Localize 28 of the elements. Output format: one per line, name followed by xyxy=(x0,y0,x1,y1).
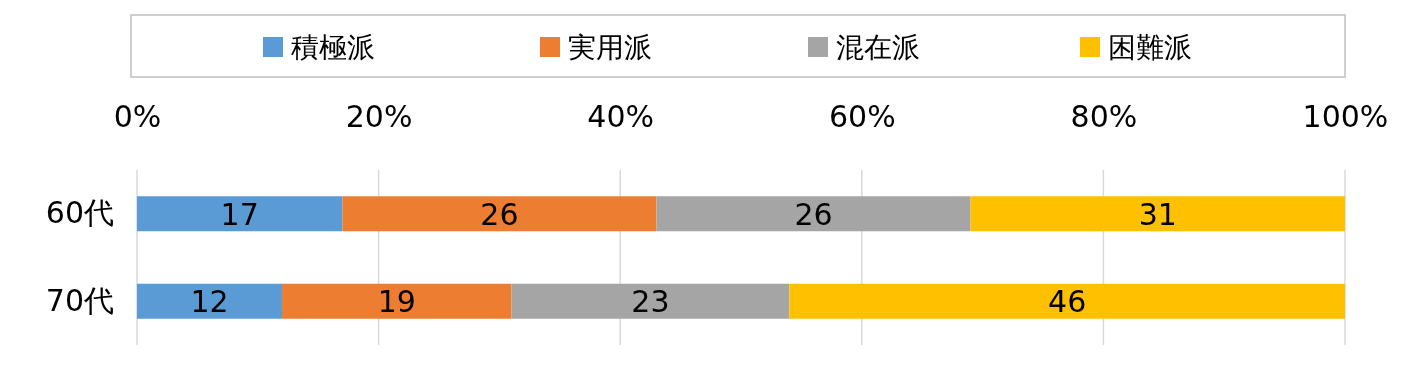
bar xyxy=(970,196,1345,232)
bar xyxy=(137,283,282,319)
legend-label: 困難派 xyxy=(1108,31,1192,65)
data-label: 46 xyxy=(1048,284,1087,320)
x-tick-label: 60% xyxy=(828,99,896,134)
data-label: 12 xyxy=(190,284,229,320)
legend-label: 実用派 xyxy=(568,31,652,65)
legend-label: 積極派 xyxy=(291,31,375,65)
data-label: 19 xyxy=(377,284,416,320)
x-tick-label: 100% xyxy=(1302,99,1389,134)
x-tick-label: 0% xyxy=(113,99,162,134)
bar xyxy=(789,283,1345,319)
y-tick-label: 70代 xyxy=(45,282,114,318)
x-tick-label: 80% xyxy=(1070,99,1138,134)
y-tick-label: 60代 xyxy=(45,195,114,231)
data-label: 17 xyxy=(220,196,259,232)
x-tick-label: 20% xyxy=(345,99,413,134)
data-label: 26 xyxy=(480,196,519,232)
data-label: 31 xyxy=(1138,196,1177,232)
bar xyxy=(656,196,971,232)
bar xyxy=(511,283,790,319)
bar xyxy=(342,196,657,232)
bar xyxy=(137,196,343,232)
bar xyxy=(281,283,512,319)
legend-label: 混在派 xyxy=(836,31,920,65)
data-label: 23 xyxy=(631,284,670,320)
data-label: 26 xyxy=(794,196,833,232)
x-tick-label: 40% xyxy=(587,99,655,134)
